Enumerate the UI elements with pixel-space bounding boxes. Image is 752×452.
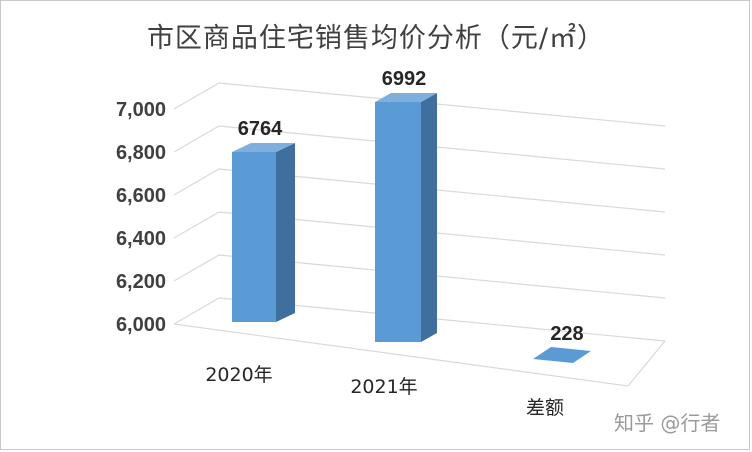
y-tick-label: 6,400 <box>116 228 166 250</box>
y-tick-label: 7,000 <box>116 99 166 121</box>
bars <box>232 93 591 363</box>
bar <box>375 93 437 342</box>
data-label: 6764 <box>238 118 283 140</box>
bar-top-face <box>375 93 437 102</box>
bar-top-face <box>232 143 295 152</box>
y-tick-label: 6,200 <box>116 271 166 293</box>
bar-side-face <box>421 93 437 342</box>
gridline <box>173 168 666 213</box>
x-category-label: 2020年 <box>205 364 272 386</box>
bar-front-face <box>232 152 276 322</box>
gridline <box>173 82 666 127</box>
x-category-label: 2021年 <box>350 376 417 398</box>
bar-floor-tile <box>533 347 591 363</box>
y-tick-label: 6,600 <box>116 185 166 207</box>
gridline <box>173 254 666 299</box>
x-category-label: 差额 <box>526 397 564 419</box>
y-tick-label: 6,800 <box>116 142 166 164</box>
gridline <box>173 297 666 342</box>
floor-edge <box>627 340 666 387</box>
data-labels: 6764 6992 228 <box>238 68 584 345</box>
floor-edge <box>173 323 629 387</box>
y-tick-label: 6,000 <box>116 314 166 336</box>
bar-front-face <box>375 102 421 342</box>
chart-title: 市区商品住宅销售均价分析（元/㎡） <box>146 23 606 54</box>
bar <box>232 143 295 322</box>
gridlines <box>173 82 666 387</box>
bar-side-face <box>276 143 295 322</box>
bar <box>533 347 591 363</box>
y-axis-ticks: 6,000 6,200 6,400 6,600 6,800 7,000 <box>116 99 166 336</box>
gridline <box>173 125 666 170</box>
gridline <box>173 211 666 256</box>
watermark: 知乎 @行者 <box>614 411 721 435</box>
data-label: 228 <box>550 323 583 345</box>
data-label: 6992 <box>382 68 427 90</box>
